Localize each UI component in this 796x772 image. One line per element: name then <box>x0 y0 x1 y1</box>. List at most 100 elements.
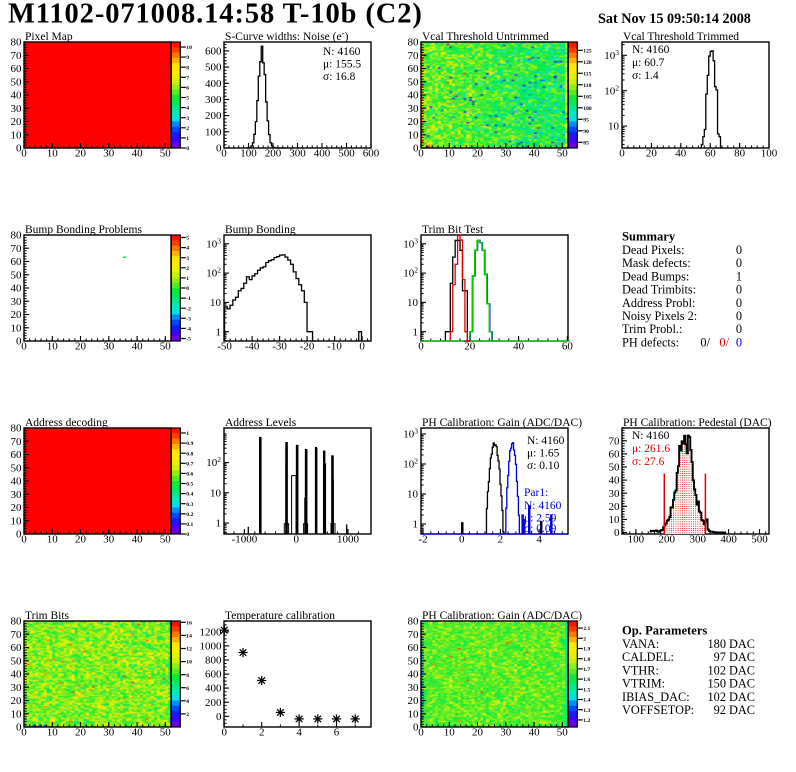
svg-text:Address Levels: Address Levels <box>225 417 297 429</box>
svg-text:20: 20 <box>75 727 87 739</box>
svg-text:20: 20 <box>472 148 484 160</box>
svg-text:1.2: 1.2 <box>583 718 590 724</box>
svg-text:80: 80 <box>734 148 746 160</box>
svg-text:30: 30 <box>103 341 115 353</box>
svg-text:σ: 0.09: σ: 0.09 <box>524 523 557 535</box>
svg-text:40: 40 <box>675 148 687 160</box>
svg-text:0: 0 <box>418 727 424 739</box>
svg-text:μ: 60.7: μ: 60.7 <box>632 57 665 69</box>
svg-text:-3: -3 <box>186 316 191 322</box>
svg-text:20: 20 <box>646 148 658 160</box>
svg-text:60: 60 <box>562 341 574 353</box>
svg-text:40: 40 <box>11 90 23 102</box>
svg-text:200: 200 <box>659 534 676 546</box>
svg-text:10: 10 <box>408 708 420 720</box>
svg-text:0: 0 <box>736 283 742 297</box>
svg-text:PH Calibration: Gain (ADC/DAC): PH Calibration: Gain (ADC/DAC) <box>422 610 582 622</box>
svg-text:0: 0 <box>222 727 228 739</box>
svg-text:N: 4160: N: 4160 <box>632 430 670 442</box>
svg-text:102 DAC: 102 DAC <box>708 663 755 677</box>
svg-text:0: 0 <box>186 532 189 538</box>
svg-text:50: 50 <box>557 148 569 160</box>
svg-text:0: 0 <box>216 143 222 155</box>
svg-text:10: 10 <box>47 148 59 160</box>
svg-text:N: 4160: N: 4160 <box>323 46 361 58</box>
svg-text:0: 0 <box>16 529 22 541</box>
svg-text:102: 102 <box>206 266 221 280</box>
svg-text:μ: 261.6: μ: 261.6 <box>632 443 670 455</box>
svg-text:0: 0 <box>221 148 227 160</box>
svg-text:4: 4 <box>186 246 189 252</box>
svg-text:300: 300 <box>689 534 706 546</box>
svg-text:92 DAC: 92 DAC <box>714 703 755 717</box>
svg-text:Mask defects:: Mask defects: <box>622 256 691 270</box>
svg-text:105: 105 <box>583 94 592 100</box>
svg-text:50: 50 <box>160 341 172 353</box>
svg-text:VANA:: VANA: <box>622 637 659 651</box>
svg-text:-5: -5 <box>186 337 191 343</box>
svg-text:100: 100 <box>761 148 778 160</box>
svg-text:6: 6 <box>334 727 340 739</box>
svg-text:40: 40 <box>11 669 23 681</box>
svg-text:2: 2 <box>186 126 189 132</box>
svg-text:70: 70 <box>11 243 23 255</box>
svg-text:40: 40 <box>529 727 541 739</box>
svg-text:-40: -40 <box>245 341 260 353</box>
svg-text:20: 20 <box>472 727 484 739</box>
svg-text:0: 0 <box>614 527 620 539</box>
svg-text:500: 500 <box>205 62 222 74</box>
svg-text:1: 1 <box>413 326 419 338</box>
svg-text:2: 2 <box>186 266 189 272</box>
svg-text:60: 60 <box>408 63 420 75</box>
svg-text:9: 9 <box>186 55 189 61</box>
svg-text:60: 60 <box>11 63 23 75</box>
svg-text:4: 4 <box>296 727 302 739</box>
svg-text:50: 50 <box>160 727 172 739</box>
svg-text:2: 2 <box>186 712 189 718</box>
svg-text:0: 0 <box>186 286 189 292</box>
svg-text:0: 0 <box>186 146 189 152</box>
svg-text:600: 600 <box>205 46 222 58</box>
svg-text:10: 10 <box>47 341 59 353</box>
svg-text:30: 30 <box>11 296 23 308</box>
svg-text:85: 85 <box>583 140 589 146</box>
svg-text:20: 20 <box>11 695 23 707</box>
svg-text:μ: 2.59: μ: 2.59 <box>524 513 557 525</box>
svg-text:0.8: 0.8 <box>186 451 193 457</box>
svg-text:6: 6 <box>186 86 189 92</box>
svg-text:Vcal Threshold Untrimmed: Vcal Threshold Untrimmed <box>422 31 549 43</box>
svg-text:10: 10 <box>608 121 620 133</box>
svg-text:-1000: -1000 <box>232 534 258 546</box>
svg-text:10: 10 <box>210 487 222 499</box>
svg-text:8: 8 <box>186 65 189 71</box>
svg-text:30: 30 <box>11 103 23 115</box>
svg-text:102: 102 <box>403 457 418 471</box>
svg-text:1000: 1000 <box>337 534 360 546</box>
svg-text:Par1:: Par1: <box>524 487 548 499</box>
svg-text:95: 95 <box>583 117 589 123</box>
svg-text:103: 103 <box>206 236 221 250</box>
svg-text:Pixel Map: Pixel Map <box>25 31 73 43</box>
svg-text:40: 40 <box>408 669 420 681</box>
svg-text:10: 10 <box>407 489 419 501</box>
svg-text:600: 600 <box>205 669 222 681</box>
svg-text:0: 0 <box>736 243 742 257</box>
svg-text:4: 4 <box>186 106 189 112</box>
svg-text:500: 500 <box>338 148 355 160</box>
svg-text:4: 4 <box>186 699 189 705</box>
svg-text:Dead Trimbits:: Dead Trimbits: <box>622 283 696 297</box>
svg-text:30: 30 <box>500 148 512 160</box>
svg-text:80: 80 <box>11 616 23 628</box>
svg-text:7: 7 <box>186 75 189 81</box>
svg-text:60: 60 <box>408 642 420 654</box>
svg-text:3: 3 <box>186 116 189 122</box>
svg-text:-2: -2 <box>418 534 427 546</box>
svg-text:400: 400 <box>205 683 222 695</box>
svg-text:Trim Probl.:: Trim Probl.: <box>622 322 682 336</box>
svg-text:VOFFSETOP:: VOFFSETOP: <box>622 703 694 717</box>
svg-text:30: 30 <box>500 727 512 739</box>
svg-text:400: 400 <box>314 148 331 160</box>
svg-text:-20: -20 <box>300 341 315 353</box>
svg-text:80: 80 <box>11 423 23 435</box>
svg-text:80: 80 <box>408 616 420 628</box>
